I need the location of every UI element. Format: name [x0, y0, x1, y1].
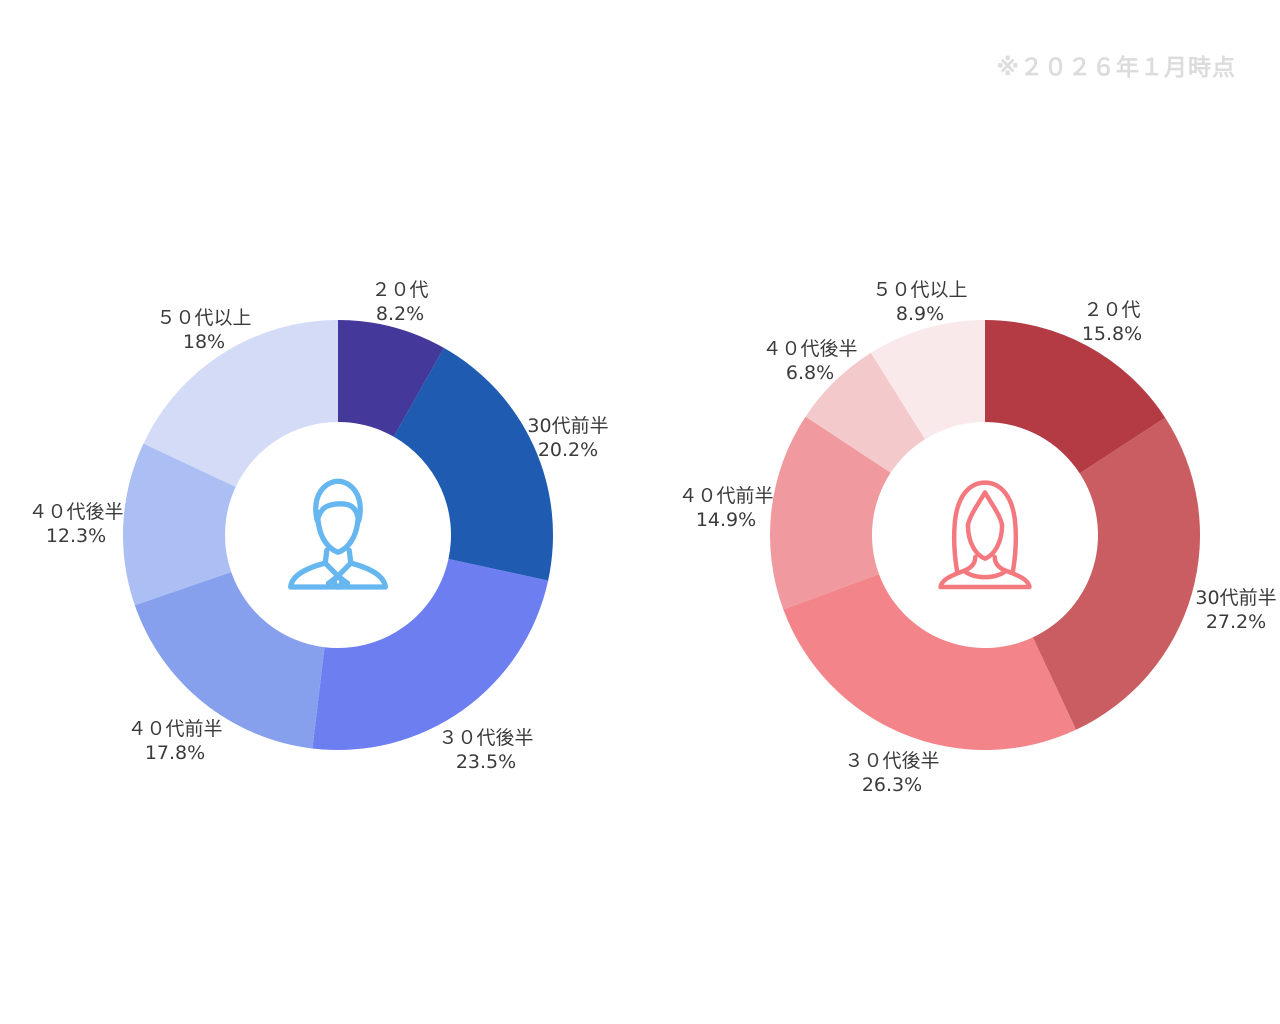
- label-male-late-30s-value: 23.5%: [455, 751, 517, 773]
- label-male-early-40s-value: 17.8%: [144, 742, 206, 764]
- donut-segment-male-1: [393, 347, 553, 581]
- donut-segment-female-2: [783, 574, 1077, 750]
- label-male-early-30s-category: 30代前半: [527, 415, 609, 437]
- label-male-early-30s-value: 20.2%: [537, 439, 599, 461]
- label-female-50s-plus: ５０代以上 8.9%: [872, 278, 967, 326]
- donut-segment-female-1: [1032, 417, 1201, 730]
- label-male-early-40s: ４０代前半 17.8%: [127, 717, 222, 765]
- donut-chart-male: [122, 320, 553, 751]
- donut-segment-female-4: [805, 352, 925, 473]
- label-male-late-40s-category: ４０代後半: [28, 501, 124, 523]
- donut-segment-female-3: [769, 416, 891, 610]
- donut-segment-female-0: [985, 320, 1166, 474]
- label-male-early-30s: 30代前半 20.2%: [527, 414, 608, 462]
- label-female-early-40s-category: ４０代前半: [678, 485, 774, 507]
- donut-segment-male-0: [338, 320, 444, 437]
- donut-segment-male-3: [134, 571, 325, 749]
- label-female-early-30s-value: 27.2%: [1205, 611, 1267, 633]
- donut-segment-female-5: [870, 320, 985, 440]
- label-male-late-30s: ３０代後半 23.5%: [438, 726, 533, 774]
- label-female-early-30s: 30代前半 27.2%: [1195, 586, 1276, 634]
- label-female-20s: ２０代 15.8%: [1082, 298, 1142, 346]
- male-user-icon: [288, 478, 388, 590]
- label-female-late-30s-category: ３０代後半: [844, 750, 940, 772]
- label-male-20s: ２０代 8.2%: [371, 278, 428, 326]
- label-female-late-40s-value: 6.8%: [785, 362, 835, 384]
- label-male-late-30s-category: ３０代後半: [438, 727, 534, 749]
- donut-segment-male-5: [143, 320, 338, 487]
- label-male-50s-plus: ５０代以上 18%: [156, 306, 251, 354]
- label-male-20s-value: 8.2%: [375, 303, 425, 325]
- label-female-early-40s: ４０代前半 14.9%: [678, 484, 773, 532]
- label-female-late-40s: ４０代後半 6.8%: [762, 337, 857, 385]
- label-female-late-40s-category: ４０代後半: [762, 338, 858, 360]
- label-female-20s-category: ２０代: [1083, 299, 1141, 321]
- label-female-late-30s: ３０代後半 26.3%: [844, 749, 939, 797]
- as-of-date-note: ※２０２６年１月時点: [996, 55, 1236, 81]
- label-male-late-40s: ４０代後半 12.3%: [28, 500, 123, 548]
- female-user-icon: [938, 480, 1032, 590]
- donut-chart-female: [769, 320, 1201, 750]
- label-male-late-40s-value: 12.3%: [45, 525, 107, 547]
- label-male-50s-plus-value: 18%: [182, 331, 226, 353]
- label-male-50s-plus-category: ５０代以上: [156, 307, 252, 329]
- label-male-20s-category: ２０代: [371, 279, 429, 301]
- label-female-50s-plus-category: ５０代以上: [872, 279, 968, 301]
- label-female-early-40s-value: 14.9%: [695, 509, 757, 531]
- label-female-50s-plus-value: 8.9%: [895, 303, 945, 325]
- donut-segment-male-4: [122, 443, 236, 606]
- label-female-early-30s-category: 30代前半: [1195, 587, 1277, 609]
- label-male-early-40s-category: ４０代前半: [127, 718, 223, 740]
- label-female-late-30s-value: 26.3%: [861, 774, 923, 796]
- donut-segment-male-2: [312, 558, 549, 751]
- label-female-20s-value: 15.8%: [1081, 323, 1143, 345]
